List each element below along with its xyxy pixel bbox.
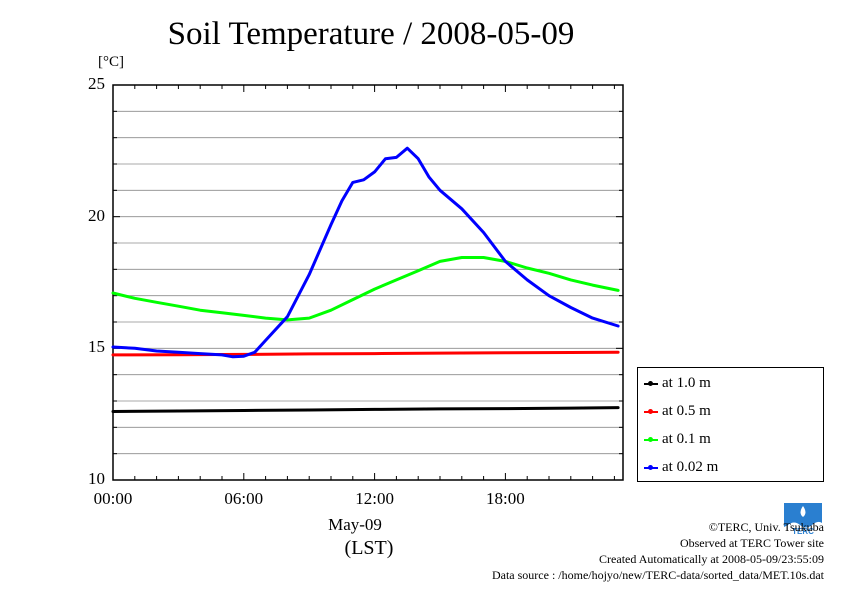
legend-swatch-01m bbox=[644, 436, 658, 442]
grid-lines bbox=[113, 110, 623, 455]
series-line-1 bbox=[111, 406, 620, 413]
y-tick-label: 25 bbox=[88, 74, 105, 93]
legend-item-01m: at 0.1 m bbox=[644, 429, 711, 449]
legend-swatch-002m bbox=[644, 464, 658, 470]
x-tick-label: 06:00 bbox=[224, 489, 264, 508]
axis-ticks bbox=[112, 84, 623, 481]
legend-item-002m: at 0.02 m bbox=[644, 457, 718, 477]
x-axis-label: (LST) bbox=[344, 537, 394, 559]
terc-logo: TERC bbox=[784, 503, 822, 537]
credit-copyright: ©TERC, Univ. Tsukuba bbox=[708, 520, 824, 534]
credits: ©TERC, Univ. Tsukuba Observed at TERC To… bbox=[492, 519, 824, 583]
credit-source: Data source : /home/hojyo/new/TERC-data/… bbox=[491, 568, 824, 582]
plot-frame bbox=[112, 84, 624, 481]
series-line-4 bbox=[111, 146, 620, 359]
legend-label: at 1.0 m bbox=[662, 375, 711, 391]
chart-title: Soil Temperature / 2008-05-09 bbox=[167, 16, 575, 52]
y-axis-unit: [°C] bbox=[98, 54, 124, 70]
legend-label: at 0.1 m bbox=[662, 431, 711, 447]
y-tick-label: 10 bbox=[88, 469, 105, 488]
credit-created: Created Automatically at 2008-05-09/23:5… bbox=[599, 552, 824, 566]
legend-label: at 0.02 m bbox=[662, 459, 719, 475]
legend: at 1.0 m at 0.5 m at 0.1 m at 0.02 m bbox=[637, 367, 824, 482]
credit-observed: Observed at TERC Tower site bbox=[679, 536, 824, 550]
x-axis-date: May-09 bbox=[328, 515, 382, 534]
series-line-3 bbox=[111, 256, 620, 322]
logo-text: TERC bbox=[792, 527, 814, 536]
y-tick-label: 15 bbox=[88, 337, 105, 357]
y-tick-label: 20 bbox=[88, 205, 105, 225]
x-tick-label: 12:00 bbox=[355, 489, 394, 508]
x-tick-label: 18:00 bbox=[486, 489, 525, 508]
legend-item-05m: at 0.5 m bbox=[644, 401, 711, 421]
legend-label: at 0.5 m bbox=[662, 403, 711, 419]
series-layer bbox=[111, 146, 620, 413]
legend-swatch-1m bbox=[644, 380, 658, 386]
legend-swatch-05m bbox=[644, 408, 658, 414]
x-tick-label: 00:00 bbox=[93, 489, 133, 508]
legend-item-1m: at 1.0 m bbox=[644, 373, 711, 393]
